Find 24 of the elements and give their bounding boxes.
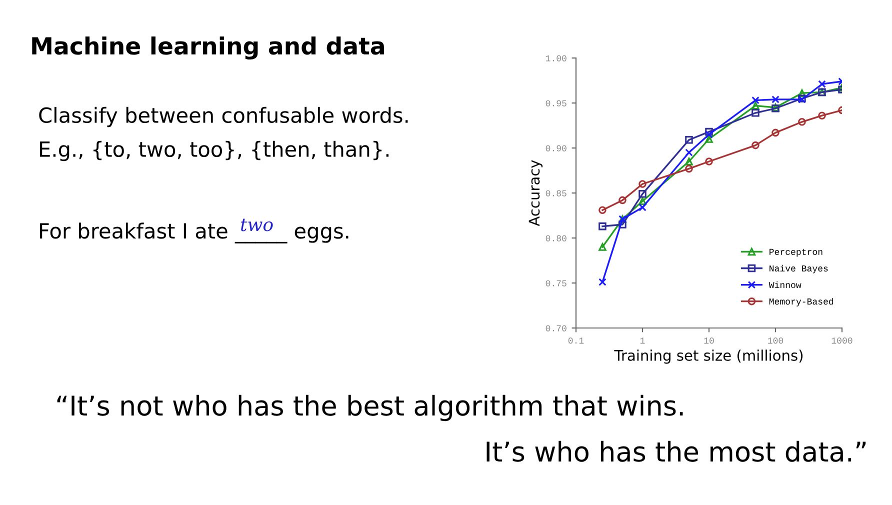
text: two [240,218,273,232]
x-tick-label: 0.1 [568,338,584,344]
x-tick-label: 1 [640,338,645,344]
text: E.g., {to, two, too}, {then, than}. [40,140,389,162]
text: “It’s not who has the best algorithm that wins. [57,394,683,422]
x-axis-title: Training set size (millions) [614,350,803,364]
legend-label: Naive Bayes [770,264,828,274]
text: It’s who has the most data.” [486,440,866,462]
y-tick-label: 0.85 [546,190,566,196]
x-tick-label: 1000 [832,338,852,344]
y-tick-label: 0.70 [546,325,566,332]
y-tick-label: 0.90 [546,145,566,152]
x-tick-label: 10 [704,338,714,344]
y-tick-label: 1.00 [546,55,566,62]
y-tick-label: 0.95 [546,100,566,106]
legend-label: Perceptron [770,248,822,257]
text: Machine learning and data [32,36,384,60]
y-axis-title: Accuracy [528,160,543,226]
legend-label: Memory-Based [769,298,834,306]
y-tick-label: 0.80 [546,235,566,242]
x-tick-label: 100 [768,338,784,344]
y-tick-label: 0.75 [546,280,566,286]
text: Classify between confusable words. [39,106,408,128]
legend-label: Winnow [768,281,802,288]
